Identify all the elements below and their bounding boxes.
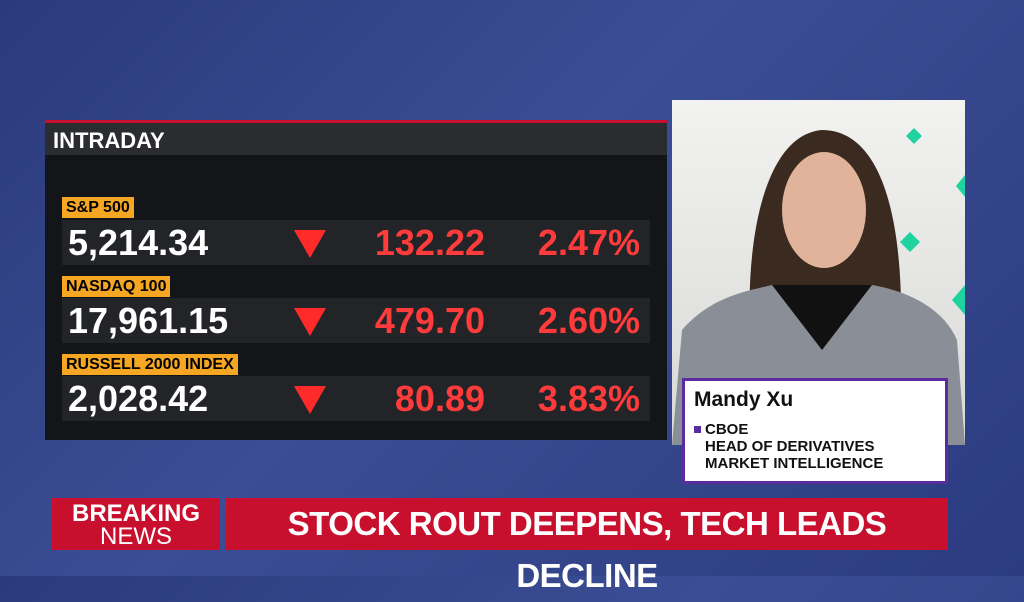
guest-title: MARKET INTELLIGENCE bbox=[705, 455, 884, 472]
guest-title: HEAD OF DERIVATIVES bbox=[705, 438, 875, 455]
index-row: 2,028.42 80.89 3.83% bbox=[62, 376, 650, 421]
percent: 2.47% bbox=[537, 222, 640, 263]
news-text: NEWS bbox=[100, 523, 172, 550]
index-row: 5,214.34 132.22 2.47% bbox=[62, 220, 650, 265]
index-name: RUSSELL 2000 INDEX bbox=[62, 354, 238, 375]
guest-org: CBOE bbox=[705, 421, 749, 438]
down-arrow bbox=[294, 308, 326, 336]
name-plate: Mandy Xu CBOE HEAD OF DERIVATIVES MARKET… bbox=[682, 378, 948, 484]
down-arrow bbox=[294, 230, 326, 258]
breaking-label: BREAKING NEWS bbox=[52, 498, 220, 550]
down-arrow bbox=[294, 386, 326, 414]
price: 17,961.15 bbox=[68, 300, 229, 341]
percent: 2.60% bbox=[537, 300, 640, 341]
headline: STOCK ROUT DEEPENS, TECH LEADS DECLINE bbox=[226, 498, 948, 594]
change: 479.70 bbox=[374, 300, 485, 341]
screen: INTRADAY S&P 500 5,214.34 132.22 2.47% N… bbox=[0, 0, 1024, 576]
breaking-text: BREAKING bbox=[71, 500, 200, 527]
index-row: 17,961.15 479.70 2.60% bbox=[62, 298, 650, 343]
change: 80.89 bbox=[394, 378, 485, 419]
guest-name: Mandy Xu bbox=[694, 388, 794, 411]
panel-header: INTRADAY bbox=[45, 120, 667, 155]
panel-title: INTRADAY bbox=[53, 128, 165, 153]
index-name: S&P 500 bbox=[62, 197, 134, 218]
change: 132.22 bbox=[374, 222, 485, 263]
bullet bbox=[694, 426, 701, 433]
price: 2,028.42 bbox=[68, 378, 209, 419]
index-name: NASDAQ 100 bbox=[62, 276, 171, 297]
price: 5,214.34 bbox=[68, 222, 209, 263]
market-panel: INTRADAY S&P 500 5,214.34 132.22 2.47% N… bbox=[45, 120, 667, 440]
percent: 3.83% bbox=[537, 378, 640, 419]
